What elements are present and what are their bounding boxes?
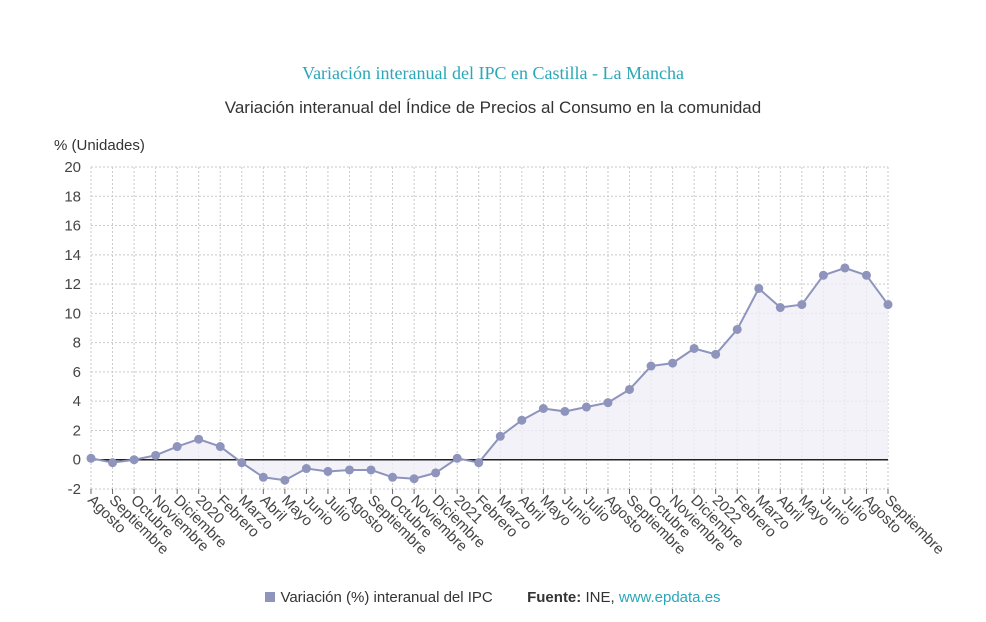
- line-chart: 20181614121086420-2AgostoSeptiembreOctub…: [64, 159, 947, 558]
- data-point: [108, 458, 118, 468]
- series-area: [91, 267, 888, 481]
- y-axis-label: % (Unidades): [54, 137, 145, 154]
- data-point: [495, 431, 505, 441]
- y-tick-label: 2: [73, 422, 81, 439]
- y-tick-label: 12: [64, 276, 81, 293]
- data-point: [237, 458, 247, 468]
- y-tick-label: 14: [64, 247, 81, 264]
- data-point: [172, 442, 182, 452]
- data-point: [646, 361, 656, 371]
- y-tick-label: 18: [64, 188, 81, 205]
- data-point: [409, 474, 419, 484]
- y-tick-label: 8: [73, 335, 81, 352]
- data-point: [344, 465, 354, 475]
- y-tick-label: 10: [64, 305, 81, 322]
- data-point: [711, 349, 721, 359]
- y-tick-label: 4: [73, 393, 81, 410]
- data-point: [538, 404, 548, 413]
- data-point: [388, 472, 398, 482]
- data-point: [474, 458, 484, 468]
- data-point: [883, 300, 893, 310]
- y-tick-label: 0: [73, 452, 81, 469]
- data-point: [797, 300, 807, 310]
- data-point: [452, 453, 462, 463]
- data-point: [668, 358, 678, 368]
- data-point: [840, 263, 850, 273]
- data-point: [301, 464, 311, 474]
- data-point: [431, 468, 441, 478]
- chart-subtitle: Variación interanual del Índice de Preci…: [224, 98, 762, 117]
- data-point: [732, 324, 742, 334]
- y-tick-label: -2: [68, 481, 81, 498]
- source-label: Fuente:: [527, 589, 582, 606]
- data-point: [323, 466, 333, 476]
- data-point: [861, 270, 871, 280]
- data-point: [603, 398, 613, 408]
- y-tick-label: 16: [64, 218, 81, 235]
- data-point: [258, 472, 268, 482]
- data-point: [689, 343, 699, 353]
- data-point: [775, 303, 785, 313]
- data-point: [215, 442, 225, 452]
- data-point: [560, 406, 570, 416]
- data-point: [366, 465, 376, 475]
- data-point: [625, 384, 635, 394]
- chart-title: Variación interanual del IPC en Castilla…: [302, 63, 684, 83]
- data-point: [581, 402, 591, 412]
- data-point: [151, 450, 161, 460]
- data-point: [129, 455, 139, 465]
- y-tick-label: 6: [73, 364, 81, 381]
- source-text: INE,: [585, 589, 615, 606]
- legend: Variación (%) interanual del IPC Fuente:…: [0, 589, 986, 606]
- data-point: [280, 475, 290, 485]
- data-point: [86, 453, 96, 463]
- data-point: [194, 434, 204, 444]
- data-point: [818, 270, 828, 280]
- legend-series-label[interactable]: Variación (%) interanual del IPC: [280, 589, 493, 606]
- legend-swatch: [265, 592, 276, 602]
- data-point: [517, 415, 527, 425]
- data-point: [754, 283, 764, 293]
- source-link[interactable]: www.epdata.es: [618, 589, 721, 606]
- y-tick-label: 20: [64, 159, 81, 176]
